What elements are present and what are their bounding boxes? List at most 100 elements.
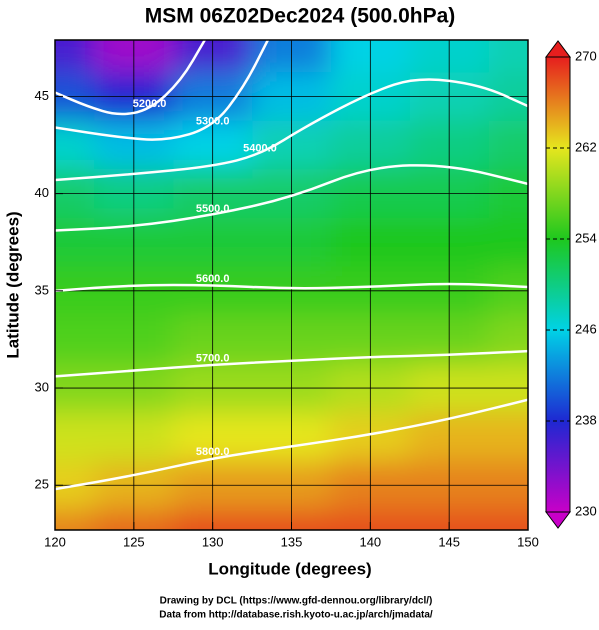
temperature-cell [488,40,528,74]
temperature-cell [330,509,411,530]
temperature-cell [252,363,332,414]
temperature-cell [252,460,332,511]
temperature-cell [55,120,96,171]
temperature-cell [330,217,411,268]
contour-line [55,78,528,182]
temperature-cell [488,169,528,219]
temperature-cell [173,72,254,122]
temperature-cell [488,120,528,171]
chart-title: MSM 06Z02Dec2024 (500.0hPa) [145,5,456,28]
temperature-cell [409,460,490,511]
contour-line [55,40,269,141]
temperature-cell [55,315,96,365]
y-axis-label: Latitude (degrees) [3,211,22,358]
temperature-cell [488,315,528,365]
x-tick-label: 135 [281,534,303,549]
contour-label: 5700.0 [196,353,230,365]
temperature-cell [488,217,528,268]
temperature-cell [94,509,175,530]
colorbar-tick-label: 262 [575,139,597,154]
temperature-cell [252,169,332,219]
x-axis-label: Longitude (degrees) [208,559,371,578]
colorbar-tick-label: 238 [575,412,597,427]
y-tick-label: 25 [35,477,49,492]
colorbar-extend [545,40,571,58]
credit: Data from http://database.rish.kyoto-u.a… [159,610,433,621]
temperature-cell [409,120,490,171]
temperature-cell [252,120,332,171]
colorbar [545,56,571,513]
temperature-cell [409,315,490,365]
temperature-cell [330,266,411,317]
temperature-cell [173,266,254,317]
field [55,40,528,530]
y-tick-label: 40 [35,185,49,200]
x-tick-label: 130 [202,534,224,549]
temperature-cell [94,40,175,74]
overlay: 5200.0 5300.0 5400.0 5500.0 5600.0 5700.0 5800… [55,40,528,530]
y-tick-label: 45 [35,88,49,103]
contour-label: 5300.0 [196,115,230,127]
x-tick-label: 150 [517,534,539,549]
temperature-cell [173,40,254,74]
temperature-cell [173,217,254,268]
x-tick-label: 140 [359,534,381,549]
temperature-cell [409,509,490,530]
y-tick-label: 30 [35,379,49,394]
temperature-cell [94,120,175,171]
temperature-cell [488,266,528,317]
temperature-cell [409,169,490,219]
temperature-cell [252,217,332,268]
temperature-cell [330,412,411,462]
temperature-cell [252,315,332,365]
temperature-cell [252,509,332,530]
cells [55,40,528,530]
temperature-cell [252,266,332,317]
colorbar-tick-label: 270 [575,48,597,63]
contour-line [55,40,206,116]
colorbar-extend [545,511,571,529]
colorbar-tick-label: 254 [575,230,597,245]
contour-line [55,164,528,232]
contour-label: 5400.0 [243,143,277,155]
temperature-cell [94,412,175,462]
contour-line [55,398,528,491]
temperature-cell [330,460,411,511]
temperature-cell [330,72,411,122]
temperature-cell [55,509,96,530]
temperature-cell [173,120,254,171]
temperature-cell [94,266,175,317]
x-tick-label: 145 [438,534,460,549]
temperature-cell [252,72,332,122]
temperature-cell [488,412,528,462]
temperature-cell [409,217,490,268]
temperature-cell [330,363,411,414]
temperature-cell [173,363,254,414]
temperature-cell [409,363,490,414]
temperature-cell [94,169,175,219]
temperature-cell [409,40,490,74]
contour-label: 5600.0 [196,273,230,285]
contour-label: 5200.0 [133,98,167,110]
x-tick-label: 125 [123,534,145,549]
temperature-cell [488,460,528,511]
colorbar-tick-label: 230 [575,503,597,518]
temperature-cell [409,266,490,317]
temperature-cell [330,40,411,74]
x-tick-label: 120 [44,534,66,549]
contour-line [55,349,528,378]
temperature-cell [173,315,254,365]
temperature-cell [173,460,254,511]
temperature-cell [330,120,411,171]
temperature-cell [409,412,490,462]
contour-label: 5500.0 [196,203,230,215]
credit: Drawing by DCL (https://www.gfd-dennou.o… [160,596,433,607]
temperature-cell [55,40,96,74]
colorbar-tick-label: 246 [575,321,597,336]
contour-line [55,282,528,293]
temperature-cell [173,169,254,219]
temperature-cell [173,509,254,530]
y-tick-label: 35 [35,282,49,297]
